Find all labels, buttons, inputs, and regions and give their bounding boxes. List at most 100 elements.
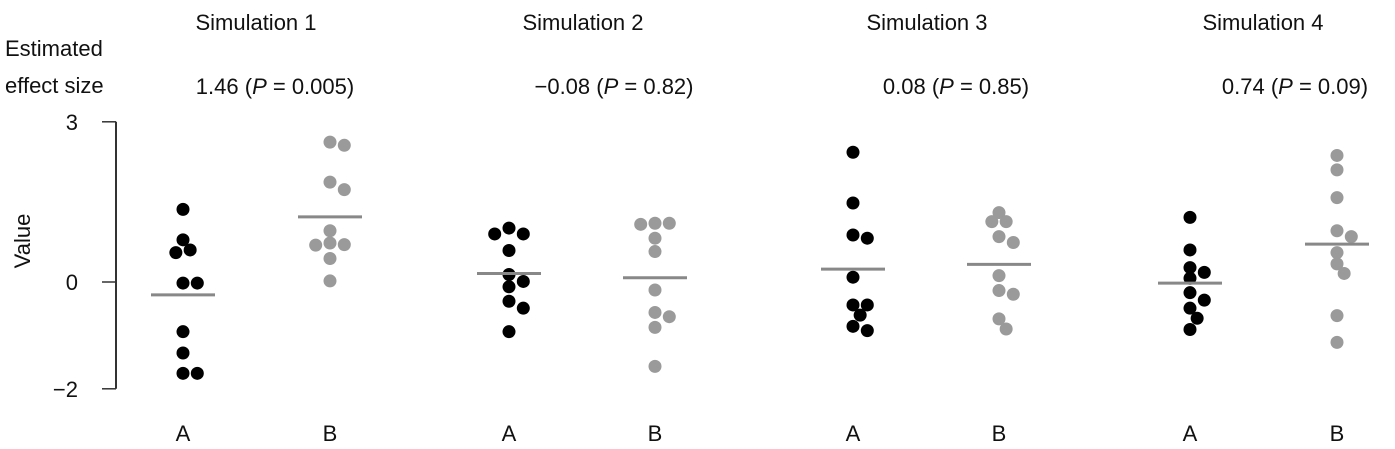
data-point-A bbox=[502, 221, 516, 235]
data-point-A bbox=[176, 202, 190, 216]
data-point-A bbox=[846, 228, 860, 242]
x-tick-label: A bbox=[176, 421, 191, 446]
data-point-B bbox=[648, 283, 662, 297]
data-point-B bbox=[992, 284, 1006, 298]
effect-size-annotation: −0.08 (P = 0.82) bbox=[534, 74, 693, 99]
x-tick-label: B bbox=[648, 421, 663, 446]
data-point-B bbox=[1330, 224, 1344, 238]
y-tick-label: 3 bbox=[66, 110, 78, 135]
data-point-B bbox=[309, 238, 323, 252]
data-point-A bbox=[183, 243, 197, 257]
data-point-A bbox=[846, 319, 860, 333]
data-point-B bbox=[1330, 257, 1344, 271]
data-point-A bbox=[846, 298, 860, 312]
data-point-A bbox=[176, 276, 190, 290]
data-point-A bbox=[1183, 301, 1197, 315]
data-point-A bbox=[1183, 243, 1197, 257]
y-tick-label: 0 bbox=[66, 270, 78, 295]
data-point-B bbox=[1337, 266, 1351, 280]
data-point-A bbox=[502, 280, 516, 294]
data-point-B bbox=[992, 269, 1006, 283]
data-point-A bbox=[1183, 261, 1197, 275]
data-point-A bbox=[1197, 293, 1211, 307]
data-point-A bbox=[502, 243, 516, 257]
data-point-A bbox=[190, 366, 204, 380]
panel-1: Simulation 1 1.46 (P = 0.005) A B bbox=[151, 10, 362, 446]
data-point-A bbox=[516, 274, 530, 288]
data-point-A bbox=[1183, 271, 1197, 285]
data-point-B bbox=[992, 206, 1006, 220]
data-point-A bbox=[176, 366, 190, 380]
x-tick-label: A bbox=[502, 421, 517, 446]
panel-title: Simulation 1 bbox=[195, 10, 316, 35]
effect-size-label-line2: effect size bbox=[5, 73, 104, 98]
data-point-B bbox=[323, 274, 337, 288]
data-point-B bbox=[999, 215, 1013, 229]
data-point-B bbox=[1006, 235, 1020, 249]
data-point-A bbox=[516, 227, 530, 241]
data-point-B bbox=[1330, 246, 1344, 260]
panel-2: Simulation 2 −0.08 (P = 0.82) A B bbox=[477, 10, 694, 446]
data-point-B bbox=[648, 305, 662, 319]
x-tick-label: B bbox=[323, 421, 338, 446]
data-point-B bbox=[1330, 148, 1344, 162]
data-point-B bbox=[1006, 287, 1020, 301]
data-point-B bbox=[323, 135, 337, 149]
data-point-B bbox=[662, 216, 676, 230]
panel-title: Simulation 2 bbox=[522, 10, 643, 35]
data-point-B bbox=[648, 216, 662, 230]
effect-size-label-line1: Estimated bbox=[5, 36, 103, 61]
data-point-B bbox=[1330, 163, 1344, 177]
data-point-A bbox=[846, 270, 860, 284]
data-point-A bbox=[516, 301, 530, 315]
data-point-B bbox=[648, 320, 662, 334]
data-point-B bbox=[634, 217, 648, 231]
data-point-A bbox=[860, 324, 874, 338]
data-point-A bbox=[190, 276, 204, 290]
data-point-A bbox=[488, 227, 502, 241]
x-tick-label: B bbox=[1330, 421, 1345, 446]
data-point-A bbox=[1183, 323, 1197, 337]
panel-4: Simulation 4 0.74 (P = 0.09) A B bbox=[1158, 10, 1369, 446]
x-tick-label: B bbox=[992, 421, 1007, 446]
data-point-A bbox=[502, 325, 516, 339]
effect-size-annotation: 0.74 (P = 0.09) bbox=[1222, 74, 1368, 99]
data-point-A bbox=[846, 196, 860, 210]
panel-title: Simulation 3 bbox=[866, 10, 987, 35]
data-point-B bbox=[323, 224, 337, 238]
data-point-A bbox=[1190, 311, 1204, 325]
effect-size-annotation: 0.08 (P = 0.85) bbox=[883, 74, 1029, 99]
data-point-B bbox=[1330, 309, 1344, 323]
data-point-A bbox=[502, 294, 516, 308]
data-point-B bbox=[337, 138, 351, 152]
data-point-B bbox=[992, 312, 1006, 326]
data-point-A bbox=[1183, 286, 1197, 300]
data-point-A bbox=[1197, 265, 1211, 279]
data-point-B bbox=[648, 231, 662, 245]
data-point-B bbox=[323, 175, 337, 189]
panel-title: Simulation 4 bbox=[1202, 10, 1323, 35]
panels: Simulation 11.46 (P = 0.005)A BSimulation… bbox=[151, 10, 1369, 446]
data-point-A bbox=[176, 346, 190, 360]
data-point-A bbox=[860, 298, 874, 312]
data-point-A bbox=[176, 233, 190, 247]
y-axis-label: Value bbox=[10, 214, 35, 269]
data-point-B bbox=[337, 183, 351, 197]
data-point-A bbox=[1183, 210, 1197, 224]
effect-size-annotation: 1.46 (P = 0.005) bbox=[196, 74, 354, 99]
data-point-B bbox=[323, 252, 337, 266]
data-point-B bbox=[648, 359, 662, 373]
data-point-B bbox=[1330, 335, 1344, 349]
data-point-B bbox=[1344, 230, 1358, 244]
data-point-B bbox=[985, 215, 999, 229]
data-point-A bbox=[169, 246, 183, 260]
data-point-B bbox=[999, 322, 1013, 336]
data-point-A bbox=[176, 325, 190, 339]
data-point-B bbox=[323, 236, 337, 250]
y-tick-label: −2 bbox=[53, 377, 78, 402]
data-point-B bbox=[662, 310, 676, 324]
data-point-B bbox=[648, 245, 662, 259]
x-tick-label: A bbox=[846, 421, 861, 446]
data-point-B bbox=[337, 238, 351, 252]
